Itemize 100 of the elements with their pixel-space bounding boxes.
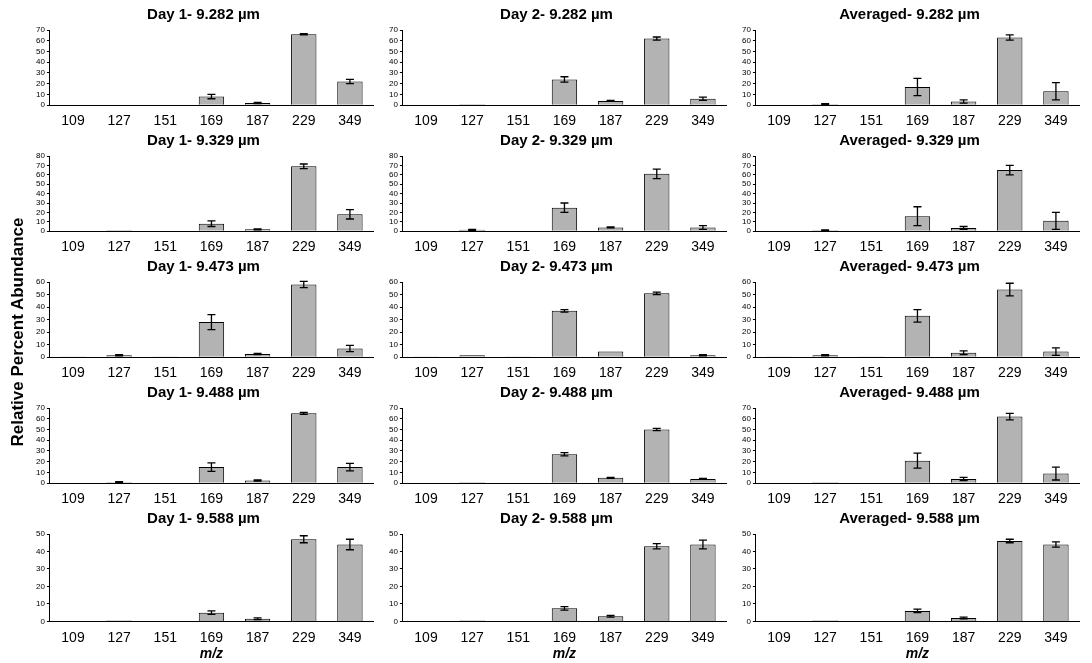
y-tick-label: 0 [746,100,752,110]
x-tick-label: 127 [813,490,838,507]
y-tick-label: 50 [35,179,46,189]
y-tick-label: 30 [388,198,399,208]
x-tick-label: 169 [552,628,577,645]
x-tick-label: 127 [107,112,132,129]
y-tick-label: 70 [388,25,399,35]
x-tick-label: 169 [199,490,224,507]
x-tick-label: 229 [998,364,1022,381]
x-tick-label: 229 [645,238,669,255]
x-tick-label: 169 [905,112,930,129]
y-tick-label: 40 [741,435,752,445]
x-tick-label: 187 [598,112,623,129]
x-tick-label: 187 [951,628,976,645]
x-tick-label: 109 [414,364,438,381]
x-tick-label: 109 [414,628,438,645]
y-tick-label: 30 [388,564,399,574]
y-tick-label: 60 [35,170,46,179]
x-tick-label: 151 [153,490,178,507]
y-tick-label: 20 [388,456,399,466]
y-tick-label: 10 [35,599,46,609]
y-tick-label: 50 [388,529,399,539]
x-tick-label: 169 [905,490,930,507]
chart-title: Day 2- 9.473 µm [500,257,613,275]
x-tick-label: 187 [245,238,270,255]
y-tick-label: 0 [40,352,46,362]
x-tick-label: 349 [691,112,715,129]
y-tick-label: 60 [35,413,46,423]
y-tick-label: 60 [388,277,399,287]
x-tick-label: 187 [951,112,976,129]
x-tick-label: 187 [598,490,623,507]
y-tick-label: 10 [35,217,46,226]
y-tick-label: 60 [741,35,752,45]
x-tick-label: 349 [691,238,715,255]
y-tick-label: 30 [35,564,46,574]
y-tick-label: 60 [35,277,46,287]
y-tick-label: 10 [388,467,399,477]
x-tick-label: 229 [645,364,669,381]
x-tick-label: 151 [859,490,884,507]
y-tick-label: 20 [741,327,752,337]
x-tick-label: 127 [813,364,838,381]
y-tick-label: 70 [35,160,46,170]
chart-title: Averaged- 9.488 µm [839,383,980,401]
x-tick-label: 229 [998,628,1022,645]
x-tick-label: 151 [153,112,178,129]
x-tick-label: 349 [1044,112,1068,129]
y-tick-label: 50 [388,46,399,56]
y-tick-label: 60 [741,277,752,287]
y-tick-label: 20 [388,207,399,217]
x-tick-label: 151 [506,112,531,129]
y-tick-label: 40 [388,435,399,445]
y-tick-label: 0 [393,352,399,362]
y-tick-label: 70 [388,403,399,413]
x-tick-label: 109 [767,112,791,129]
x-tick-label: 127 [460,112,485,129]
x-tick-label: 169 [905,238,930,255]
x-tick-label: 127 [460,490,485,507]
x-tick-label: 349 [691,490,715,507]
x-tick-label: 187 [951,364,976,381]
y-tick-label: 20 [35,581,46,591]
y-tick-label: 50 [388,179,399,189]
y-tick-label: 60 [388,413,399,423]
y-tick-label: 20 [741,456,752,466]
y-tick-label: 30 [388,314,399,324]
y-tick-label: 0 [40,478,46,488]
y-tick-label: 20 [388,581,399,591]
x-tick-label: 169 [199,628,224,645]
x-tick-label: 151 [506,628,531,645]
y-tick-label: 20 [35,456,46,466]
y-tick-label: 30 [741,68,752,78]
x-tick-label: 229 [292,112,316,129]
x-tick-label: 229 [292,628,316,645]
x-tick-label: 229 [292,490,316,507]
x-tick-label: 169 [905,628,930,645]
y-tick-label: 20 [388,327,399,337]
chart-title: Day 2- 9.488 µm [500,383,613,401]
y-tick-label: 0 [393,478,399,488]
y-tick-label: 50 [741,46,752,56]
x-tick-label: 109 [767,238,791,255]
chart-title: Day 1- 9.282 µm [147,5,260,23]
x-tick-label: 151 [859,238,884,255]
x-tick-label: 229 [292,238,316,255]
x-tick-label: 349 [1044,490,1068,507]
chart-title: Day 2- 9.588 µm [500,509,613,527]
x-tick-label: 127 [813,628,838,645]
y-tick-label: 80 [35,151,46,161]
y-tick-label: 50 [741,529,752,539]
y-tick-label: 50 [35,529,46,539]
x-tick-label: 169 [552,364,577,381]
x-tick-label: 109 [61,628,85,645]
y-tick-label: 50 [35,424,46,434]
x-tick-label: 109 [414,238,438,255]
x-tick-label: 349 [691,628,715,645]
y-tick-label: 20 [741,207,752,217]
y-tick-label: 0 [746,616,752,626]
x-tick-label: 229 [998,112,1022,129]
x-tick-label: 109 [61,364,85,381]
y-tick-label: 30 [741,564,752,574]
x-tick-label: 349 [338,490,362,507]
x-axis-title: m/z [905,645,930,662]
